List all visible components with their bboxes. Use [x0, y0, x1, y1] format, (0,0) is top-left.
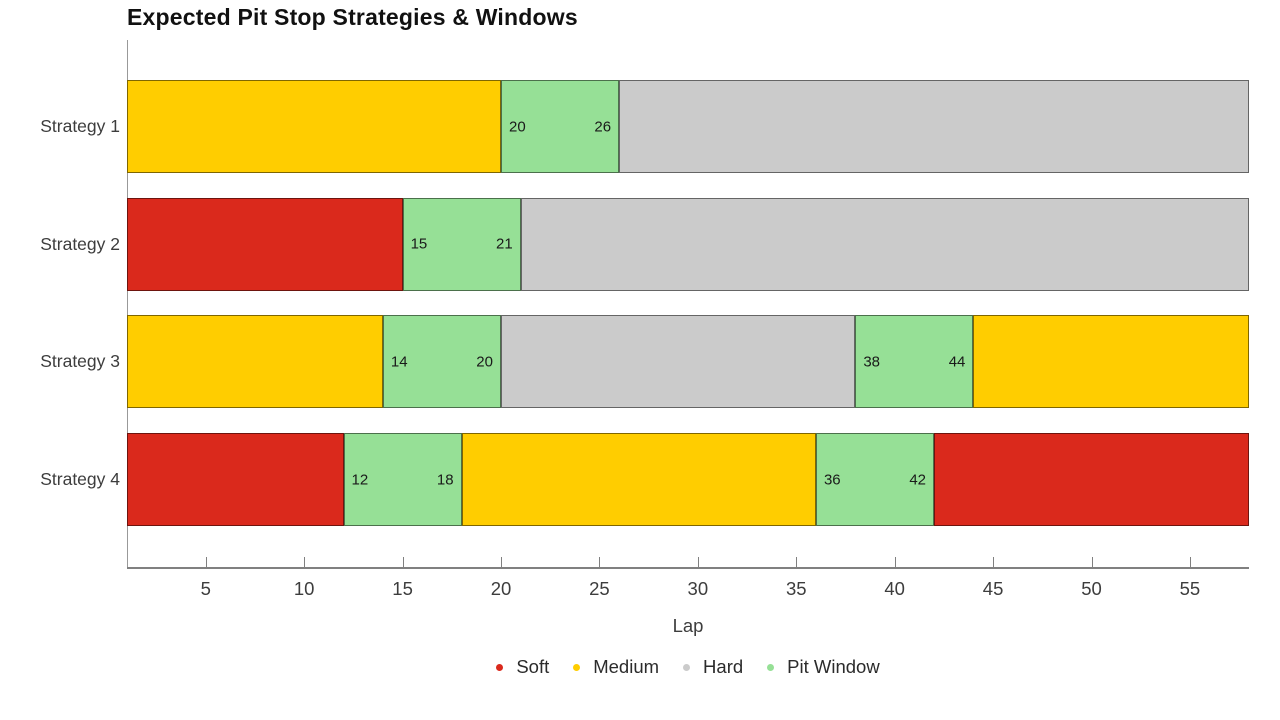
x-tick-mark: [501, 557, 502, 568]
pit-window-start-label: 12: [351, 471, 369, 489]
bar-segment-medium: [973, 315, 1249, 409]
legend-dot-icon: [683, 663, 691, 671]
x-tick-mark: [993, 557, 995, 568]
pit-window-end-label: 42: [909, 471, 927, 489]
x-tick-mark: [599, 557, 601, 568]
x-tick-mark: [304, 557, 306, 568]
row-label-strategy-2: Strategy 2: [40, 233, 120, 254]
pit-window-start-label: 38: [863, 353, 880, 371]
bar-segment-pit_window: 12 18: [343, 433, 462, 527]
row-label-strategy-4: Strategy 4: [40, 469, 120, 490]
x-axis-title: Lap: [672, 615, 704, 636]
bar-segment-soft: [127, 197, 403, 291]
row-label-strategy-3: Strategy 3: [40, 351, 120, 372]
legend-item-soft: Soft: [496, 656, 549, 678]
pit-window-start-label: 20: [509, 118, 526, 135]
x-tick-label: 35: [785, 578, 807, 599]
x-tick-label: 20: [490, 578, 512, 599]
bar-segment-pit_window: 38 44: [855, 315, 974, 409]
x-tick-label: 30: [687, 578, 709, 599]
x-axis-line: [127, 567, 1249, 569]
legend-label: Hard: [703, 656, 744, 677]
x-tick-mark: [697, 557, 699, 568]
y-axis-line: [127, 40, 128, 568]
legend-dot-icon: [767, 663, 775, 671]
x-tick-label: 5: [200, 578, 211, 599]
bar-segment-soft: [127, 433, 344, 527]
pit-window-end-label: 21: [495, 235, 513, 253]
pit-window-end-label: 26: [594, 118, 612, 135]
x-tick-mark: [796, 557, 798, 568]
x-tick-label: 50: [1081, 578, 1102, 599]
bar-segment-soft: [934, 433, 1249, 527]
row-label-strategy-1: Strategy 1: [40, 116, 120, 136]
legend-label: Medium: [593, 656, 660, 677]
x-tick-mark: [205, 557, 207, 568]
bar-segment-hard: [619, 80, 1249, 173]
bar-segment-medium: [127, 80, 501, 173]
pit-window-end-label: 18: [436, 471, 454, 489]
legend-item-pit-window: Pit Window: [767, 656, 880, 678]
bar-segment-medium: [127, 315, 383, 409]
x-tick-label: 55: [1179, 578, 1201, 599]
x-tick-label: 40: [884, 578, 905, 599]
bar-segment-medium: [461, 433, 816, 527]
x-tick-label: 15: [392, 578, 413, 599]
chart-legend: Soft Medium Hard Pit Window: [127, 656, 1249, 678]
x-tick-label: 10: [293, 578, 315, 599]
legend-label: Pit Window: [787, 656, 880, 677]
bar-segment-pit_window: 36 42: [815, 433, 935, 527]
x-tick-mark: [894, 557, 896, 568]
legend-item-medium: Medium: [573, 656, 659, 678]
bar-segment-hard: [520, 197, 1249, 291]
pit-window-start-label: 15: [410, 235, 428, 253]
pit-window-end-label: 44: [948, 353, 966, 371]
pit-window-start-label: 14: [390, 353, 408, 371]
bar-segment-pit_window: 20 26: [501, 80, 620, 173]
legend-item-hard: Hard: [683, 656, 743, 678]
bar-segment-pit_window: 15 21: [402, 197, 521, 291]
bar-segment-hard: [501, 315, 856, 409]
legend-dot-icon: [496, 663, 504, 671]
chart-title: Expected Pit Stop Strategies & Windows: [127, 4, 578, 30]
x-tick-mark: [1189, 557, 1191, 568]
x-tick-label: 45: [982, 578, 1004, 599]
x-tick-mark: [402, 557, 404, 568]
legend-dot-icon: [573, 663, 581, 671]
pit-window-end-label: 20: [476, 353, 493, 371]
legend-label: Soft: [516, 656, 550, 677]
x-tick-mark: [1091, 557, 1093, 568]
x-tick-label: 25: [589, 578, 610, 599]
pit-window-start-label: 36: [823, 471, 841, 489]
bar-segment-pit_window: 14 20: [382, 315, 501, 409]
